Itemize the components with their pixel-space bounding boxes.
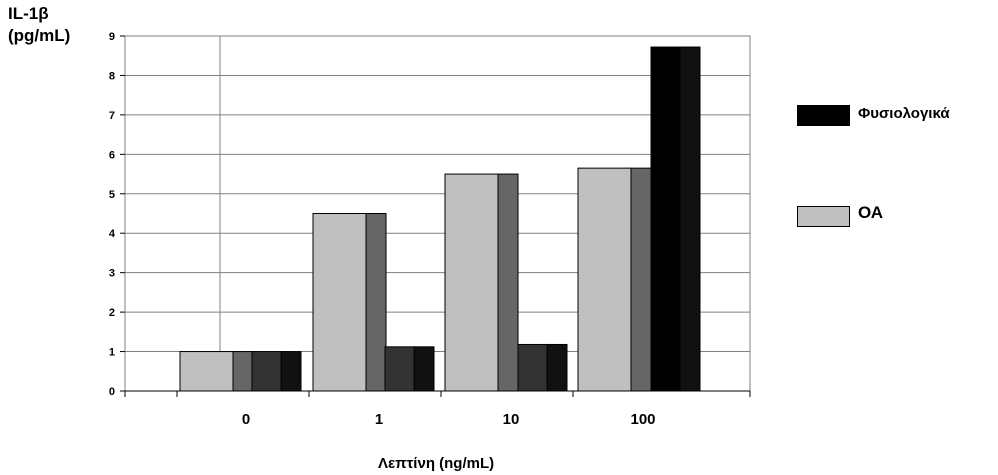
bar-oa-side	[232, 351, 254, 392]
bar-normal	[517, 343, 548, 392]
x-tick-label: 100	[630, 411, 655, 428]
x-tick-label: 0	[242, 411, 250, 428]
legend-label-normal: Φυσιολογικά	[858, 105, 950, 122]
y-tick-label: 5	[109, 189, 115, 201]
x-axis-title: Λεπτίνη (ng/mL)	[378, 455, 495, 472]
bar-normal	[384, 346, 415, 392]
x-tick-label: 10	[503, 411, 520, 428]
bar-normal-side	[546, 343, 568, 392]
bar-normal-side	[280, 351, 302, 392]
bar-oa	[577, 167, 632, 392]
legend-label-oa: ΟΑ	[858, 203, 884, 222]
bar-oa	[179, 351, 234, 392]
y-tick-label: 4	[109, 228, 116, 240]
bar-normal-side	[413, 346, 435, 392]
bar-normal	[251, 351, 282, 392]
bar-oa	[312, 213, 367, 392]
y-tick-label: 1	[109, 347, 115, 359]
y-tick-label: 8	[109, 70, 115, 82]
bar-oa-side	[630, 167, 652, 392]
y-tick-label: 9	[109, 31, 115, 43]
y-tick-label: 6	[109, 149, 115, 161]
bar-normal-side	[679, 46, 701, 392]
y-axis-title-line2: (pg/mL)	[8, 26, 71, 45]
y-axis-title-line1: IL-1β	[8, 4, 49, 23]
bar-oa-side	[497, 173, 519, 392]
bar-normal	[650, 46, 681, 392]
y-tick-label: 2	[109, 307, 115, 319]
bar-oa-side	[365, 213, 387, 392]
x-tick-label: 1	[375, 411, 383, 428]
legend-swatch-oa	[797, 206, 850, 227]
y-tick-label: 7	[109, 110, 115, 122]
legend-swatch-normal	[797, 105, 850, 126]
bar-oa	[444, 173, 499, 392]
y-tick-label: 3	[109, 268, 115, 280]
y-tick-label: 0	[109, 386, 115, 398]
